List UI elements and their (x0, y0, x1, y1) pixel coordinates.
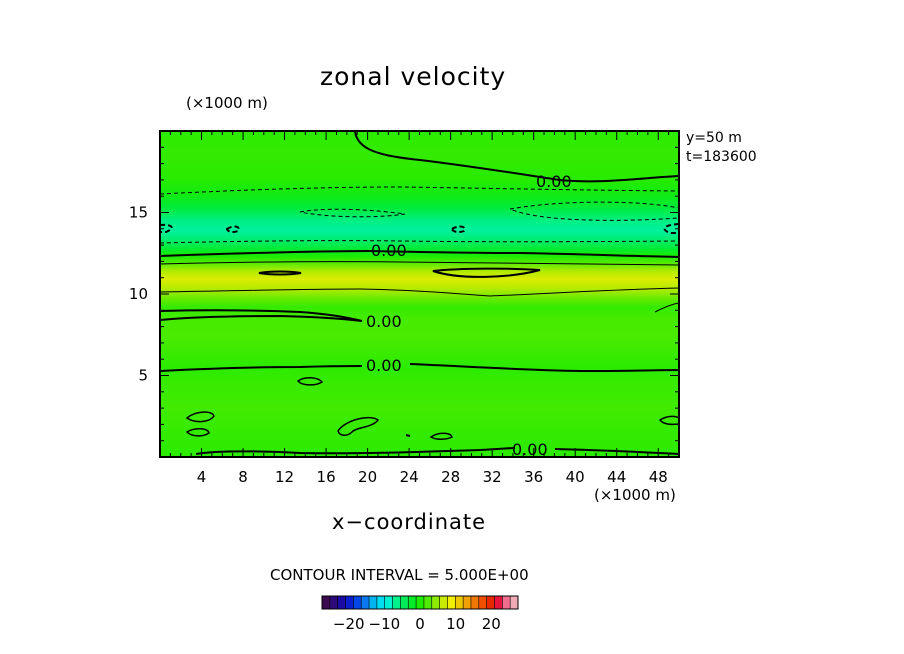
colorbar-swatch (353, 596, 362, 609)
contour-label-jet: 0.00 (371, 241, 407, 260)
colorbar-swatch (345, 596, 354, 609)
x-tick-label: 44 (607, 468, 626, 486)
colorbar-swatch (392, 596, 401, 609)
x-tick-label: 40 (566, 468, 585, 486)
annotation-time: t=183600 (686, 149, 757, 165)
colorbar-swatch (423, 596, 433, 609)
colorbar-frame (321, 595, 519, 610)
x-axis-unit-label: (×1000 m) (594, 486, 676, 504)
colorbar-swatch (463, 596, 472, 609)
colorbar-swatch (502, 596, 511, 609)
colorbar-tick-label: −20 (333, 615, 365, 633)
contour-small-c (185, 428, 210, 437)
contour-small-a (296, 377, 324, 386)
contour-dot (405, 434, 411, 437)
annotation-y-level: y=50 m (686, 130, 742, 146)
contour-jet-core-a (258, 270, 302, 276)
colorbar-swatch (329, 596, 338, 609)
colorbar-tick-label: −10 (369, 615, 401, 633)
colorbar-swatch (455, 596, 464, 609)
x-tick-label: 36 (524, 468, 543, 486)
x-tick-label: 12 (275, 468, 294, 486)
y-tick-label: 5 (138, 367, 148, 385)
contour-zero-mid (160, 309, 363, 322)
contour-label-top: 0.00 (536, 172, 572, 191)
colorbar-swatch (510, 596, 519, 609)
x-tick-label: 4 (197, 468, 207, 486)
colorbar-swatch (439, 596, 448, 609)
contour-negative-inner-a (299, 208, 406, 218)
contour-small-b (185, 411, 215, 423)
colorbar-swatch (400, 596, 409, 609)
contour-label-mid: 0.00 (366, 312, 402, 331)
velocity-field (160, 131, 679, 457)
chart-title: zonal velocity (320, 62, 507, 91)
colorbar-swatch (322, 596, 331, 609)
contour-jet-core-b (432, 267, 541, 278)
contour-small-d (337, 416, 380, 436)
colorbar-swatch (478, 596, 487, 609)
contour-zero-jet-upper (160, 249, 679, 258)
colorbar-swatch (361, 596, 370, 609)
colorbar-swatch (384, 596, 393, 609)
contour-negative-upper (160, 186, 679, 195)
colorbar-swatch (470, 596, 480, 609)
x-tick-label: 32 (483, 468, 502, 486)
y-axis-unit-label: (×1000 m) (186, 94, 268, 112)
colorbar-tick-label: 10 (446, 615, 465, 633)
contour-zero-bottom (195, 447, 679, 455)
axis-ticks (160, 131, 679, 457)
contour-zero-mid-right (654, 302, 679, 313)
contour-label-lower: 0.00 (366, 356, 402, 375)
contour-lines (160, 131, 679, 455)
colorbar-swatch (369, 596, 378, 609)
x-tick-label: 8 (238, 468, 248, 486)
colorbar-swatch (376, 596, 386, 609)
y-tick-label: 10 (129, 285, 148, 303)
y-tick-label: 15 (129, 204, 148, 222)
contour-negative-core-left (160, 223, 173, 233)
x-tick-label: 20 (358, 468, 377, 486)
contour-negative-core-c (450, 225, 466, 234)
contour-negative-core-b (225, 225, 240, 234)
contour-value-labels: 0.00 0.00 0.00 0.00 0.00 (366, 172, 572, 459)
x-tick-label: 48 (649, 468, 668, 486)
contour-positive-lower (160, 287, 679, 297)
colorbar-tick-label: 0 (415, 615, 425, 633)
contour-negative-core-right (663, 223, 679, 234)
colorbar-swatch (416, 596, 425, 609)
contour-zero-lower (160, 363, 679, 373)
colorbar-swatch (337, 596, 346, 609)
x-axis-label: x−coordinate (332, 510, 487, 534)
contour-negative-lower (160, 240, 679, 244)
x-tick-label: 16 (317, 468, 336, 486)
contour-interval-label: CONTOUR INTERVAL = 5.000E+00 (270, 566, 529, 584)
colorbar-swatch (447, 596, 456, 609)
contour-small-f (658, 415, 679, 426)
x-tick-label: 24 (400, 468, 419, 486)
colorbar (321, 595, 519, 610)
contour-positive-upper (160, 261, 679, 266)
contour-zero-top (354, 131, 679, 183)
colorbar-swatch (431, 596, 440, 609)
colorbar-swatch (494, 596, 503, 609)
contour-label-bottom: 0.00 (512, 440, 548, 459)
colorbar-tick-labels: −20 −10 0 10 20 (333, 615, 501, 633)
colorbar-swatch (486, 596, 495, 609)
x-tick-label: 28 (441, 468, 460, 486)
contour-small-e (429, 432, 453, 440)
colorbar-tick-label: 20 (482, 615, 501, 633)
colorbar-swatch (408, 596, 417, 609)
